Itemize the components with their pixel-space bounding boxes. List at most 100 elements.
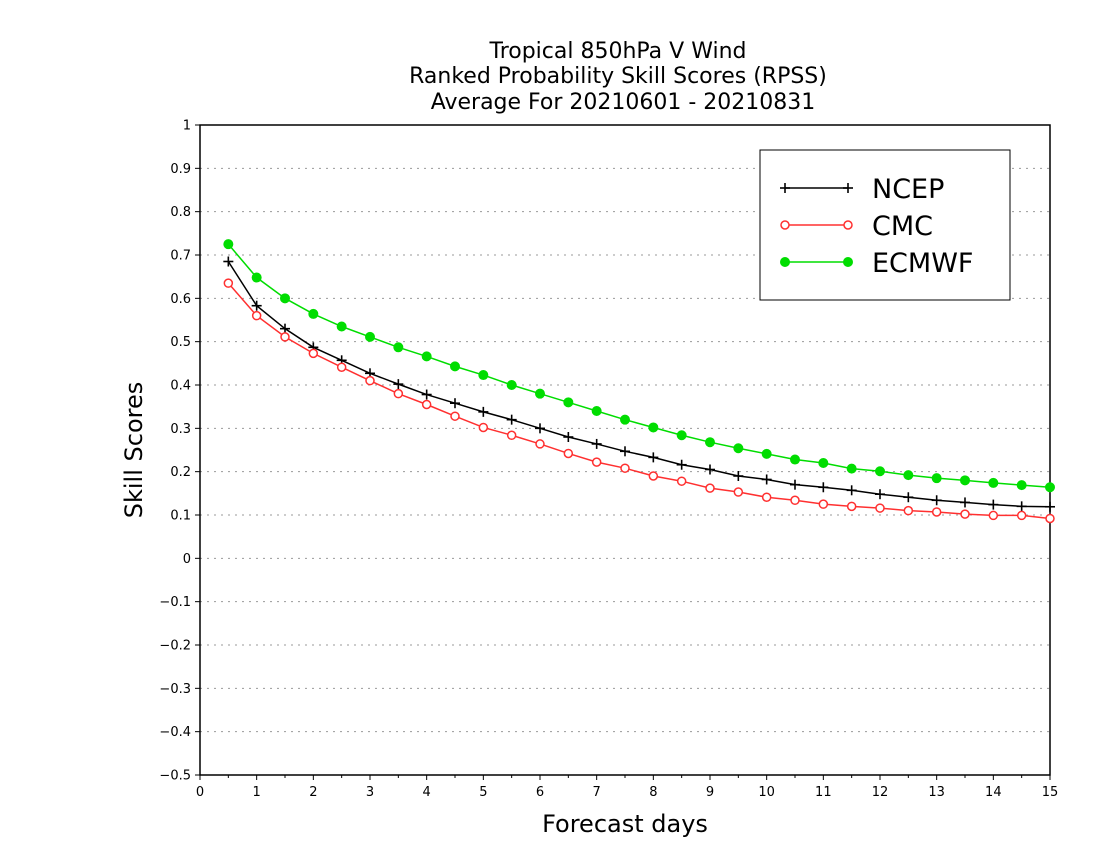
- x-tick-label: 15: [1042, 785, 1059, 800]
- data-point-ecmwf: [336, 321, 347, 332]
- data-point-ecmwf: [365, 331, 375, 342]
- data-point-cmc: [336, 362, 347, 372]
- data-point-ecmwf: [1016, 480, 1027, 491]
- x-tick-label: 0: [196, 785, 204, 800]
- data-point-ecmwf: [421, 351, 432, 362]
- data-point-ecmwf: [506, 380, 517, 390]
- data-point-ncep: [280, 323, 290, 334]
- series-line-cmc: [227, 282, 1051, 520]
- data-point-ncep: [790, 479, 800, 490]
- data-point-cmc: [761, 492, 772, 502]
- data-point-cmc: [988, 510, 999, 521]
- y-tick-label: 0.8: [170, 205, 191, 220]
- data-point-ecmwf: [280, 293, 290, 304]
- data-point-ncep: [1016, 501, 1027, 512]
- data-point-ncep: [620, 446, 630, 457]
- legend-marker: [780, 183, 790, 193]
- data-point-cmc: [308, 348, 319, 359]
- data-point-cmc: [478, 422, 489, 433]
- data-point-ncep: [931, 495, 942, 506]
- data-point-ncep: [223, 256, 234, 267]
- data-point-ecmwf: [705, 437, 715, 448]
- data-point-ecmwf: [988, 477, 999, 488]
- data-point-ncep: [450, 398, 460, 409]
- data-point-ncep: [818, 482, 829, 493]
- data-point-ncep: [648, 452, 659, 463]
- data-point-cmc: [931, 507, 942, 517]
- y-tick-label: −0.4: [159, 725, 191, 740]
- data-point-ecmwf: [960, 475, 970, 486]
- legend-entry-cmc: CMC: [780, 211, 933, 242]
- x-tick-label: 3: [366, 785, 374, 800]
- data-point-ecmwf: [733, 443, 744, 454]
- legend-label: ECMWF: [872, 248, 973, 279]
- data-point-ncep: [705, 464, 715, 475]
- data-point-cmc: [903, 505, 914, 516]
- series-cmc: [223, 278, 1055, 524]
- x-tick-label: 7: [593, 785, 601, 800]
- data-point-ecmwf: [251, 272, 262, 283]
- data-point-ncep: [1045, 501, 1055, 512]
- legend: NCEP CMC ECMWF: [759, 149, 1011, 301]
- x-axis-title: Forecast days: [542, 810, 708, 838]
- x-tick-label: 2: [309, 785, 317, 800]
- data-point-ncep: [988, 499, 999, 510]
- series-ecmwf: [223, 239, 1055, 493]
- chart-title: Tropical 850hPa V Wind Ranked Probabilit…: [409, 39, 827, 115]
- data-point-cmc: [818, 499, 829, 509]
- x-tick-label: 5: [479, 785, 487, 800]
- y-tick-label: 0.5: [170, 335, 191, 350]
- data-point-cmc: [875, 503, 885, 513]
- data-point-ecmwf: [846, 463, 857, 474]
- x-tick-label: 8: [649, 785, 657, 800]
- data-point-ncep: [591, 438, 602, 449]
- data-point-cmc: [506, 430, 517, 441]
- data-point-ecmwf: [875, 466, 885, 477]
- data-point-cmc: [365, 375, 375, 386]
- y-tick-label: 0.2: [170, 465, 191, 480]
- data-point-ncep: [761, 474, 772, 485]
- data-point-ncep: [506, 414, 517, 425]
- data-point-ncep: [251, 300, 262, 311]
- y-tick-label: 0.9: [170, 162, 191, 177]
- data-point-ecmwf: [818, 458, 829, 468]
- data-point-cmc: [705, 483, 715, 493]
- x-tick-label: 12: [872, 785, 889, 800]
- data-point-cmc: [790, 495, 800, 506]
- y-tick-label: −0.3: [159, 682, 191, 697]
- data-point-ncep: [875, 489, 885, 500]
- y-tick-label: 0.6: [170, 292, 191, 307]
- data-point-ecmwf: [535, 388, 545, 399]
- data-point-ncep: [846, 485, 857, 496]
- x-tick-label: 13: [928, 785, 945, 800]
- y-tick-label: 0.7: [170, 249, 191, 264]
- data-point-ecmwf: [648, 422, 659, 433]
- title-line-3: Average For 20210601 - 20210831: [431, 90, 816, 115]
- data-point-cmc: [535, 439, 545, 449]
- data-point-ecmwf: [478, 370, 489, 381]
- data-point-cmc: [620, 463, 630, 473]
- series-ncep: [223, 256, 1055, 512]
- legend-entry-ncep: NCEP: [780, 174, 944, 205]
- title-line-1: Tropical 850hPa V Wind: [488, 39, 746, 64]
- data-point-ecmwf: [591, 406, 602, 416]
- data-point-cmc: [450, 411, 460, 421]
- data-point-ecmwf: [903, 470, 914, 481]
- x-tick-label: 10: [758, 785, 775, 800]
- data-point-cmc: [846, 501, 857, 512]
- data-point-cmc: [733, 487, 744, 497]
- data-point-cmc: [648, 471, 659, 481]
- data-point-cmc: [393, 388, 404, 399]
- data-point-cmc: [1016, 510, 1027, 521]
- axis-ticks: −0.5 −0.4 −0.3 −0.2 −0.1 0 0.1 0.2 0.3 0.4 0.5 0.6 0…: [159, 119, 1058, 801]
- data-point-ecmwf: [931, 473, 942, 484]
- y-tick-label: 0.3: [170, 422, 191, 437]
- data-point-ecmwf: [676, 430, 687, 441]
- y-tick-label: 0.1: [170, 509, 191, 524]
- data-point-cmc: [1045, 513, 1055, 524]
- data-point-ncep: [535, 423, 545, 434]
- legend-marker: [843, 257, 853, 267]
- x-tick-label: 4: [423, 785, 431, 800]
- data-point-ecmwf: [450, 361, 460, 372]
- legend-entry-ecmwf: ECMWF: [780, 248, 973, 279]
